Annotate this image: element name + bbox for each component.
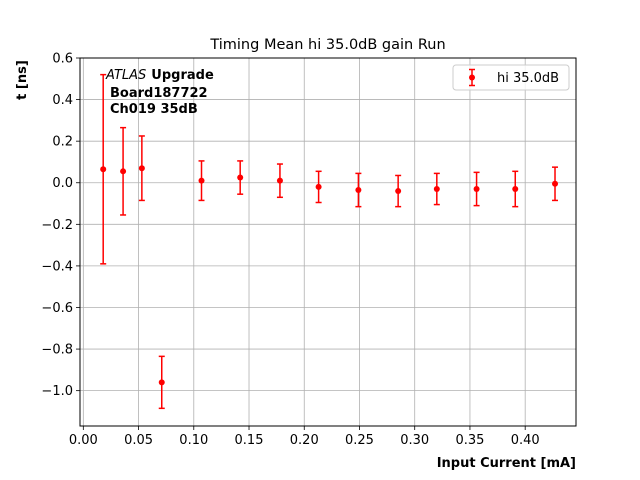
annotation-atlas: ATLAS xyxy=(105,68,146,83)
data-point xyxy=(138,165,145,172)
data-point xyxy=(552,180,559,187)
axis-ticks: 0.00 0.05 0.10 0.15 0.20 0.25 0.30 0.35 0.40 −1.0… xyxy=(41,52,539,449)
y-tick-label: −0.2 xyxy=(41,218,73,233)
y-tick-label: −0.6 xyxy=(41,301,73,316)
annotation-channel: Ch019 35dB xyxy=(110,102,198,117)
grid xyxy=(80,57,576,426)
x-tick-label: 0.00 xyxy=(69,433,98,448)
x-tick-label: 0.35 xyxy=(455,433,484,448)
x-tick-label: 0.10 xyxy=(179,433,208,448)
data-point xyxy=(198,177,205,184)
x-tick-label: 0.30 xyxy=(400,433,429,448)
data-point xyxy=(473,185,480,192)
y-tick-label: 0.2 xyxy=(52,135,73,150)
data-point xyxy=(237,174,244,181)
annotation-line1: ATLAS Upgrade xyxy=(105,68,214,83)
y-tick-label: 0.6 xyxy=(52,52,73,67)
data-point xyxy=(158,379,165,386)
legend-label: hi 35.0dB xyxy=(497,71,559,86)
legend-box xyxy=(452,64,570,91)
y-tick-label: −0.4 xyxy=(41,259,73,274)
y-tick-label: −1.0 xyxy=(41,384,73,399)
data-point xyxy=(100,166,107,173)
y-tick-label: −0.8 xyxy=(41,343,73,358)
legend: hi 35.0dB xyxy=(452,64,570,91)
data-point xyxy=(395,188,402,195)
plot-frame xyxy=(79,57,577,427)
x-axis-label: Input Current [mA] xyxy=(437,456,576,471)
data-point xyxy=(120,168,127,175)
chart-title: Timing Mean hi 35.0dB gain Run xyxy=(209,37,445,53)
y-tick-label: 0.4 xyxy=(52,93,73,108)
data-point xyxy=(355,187,362,194)
annotation-upgrade: Upgrade xyxy=(151,68,214,83)
legend-marker-dot xyxy=(469,74,475,81)
data-point xyxy=(512,185,519,192)
atlas-annotation: ATLAS Upgrade Board187722 Ch019 35dB xyxy=(105,68,214,117)
y-tick-label: 0.0 xyxy=(52,176,73,191)
x-tick-label: 0.40 xyxy=(511,433,540,448)
annotation-board: Board187722 xyxy=(110,86,208,101)
data-point xyxy=(433,185,440,192)
x-tick-label: 0.05 xyxy=(124,433,153,448)
y-axis-label: t [ns] xyxy=(15,60,30,100)
data-point xyxy=(315,183,322,190)
x-tick-label: 0.20 xyxy=(290,433,319,448)
x-tick-label: 0.25 xyxy=(345,433,374,448)
x-tick-label: 0.15 xyxy=(235,433,264,448)
data-point xyxy=(276,177,283,184)
data-series xyxy=(100,73,559,410)
